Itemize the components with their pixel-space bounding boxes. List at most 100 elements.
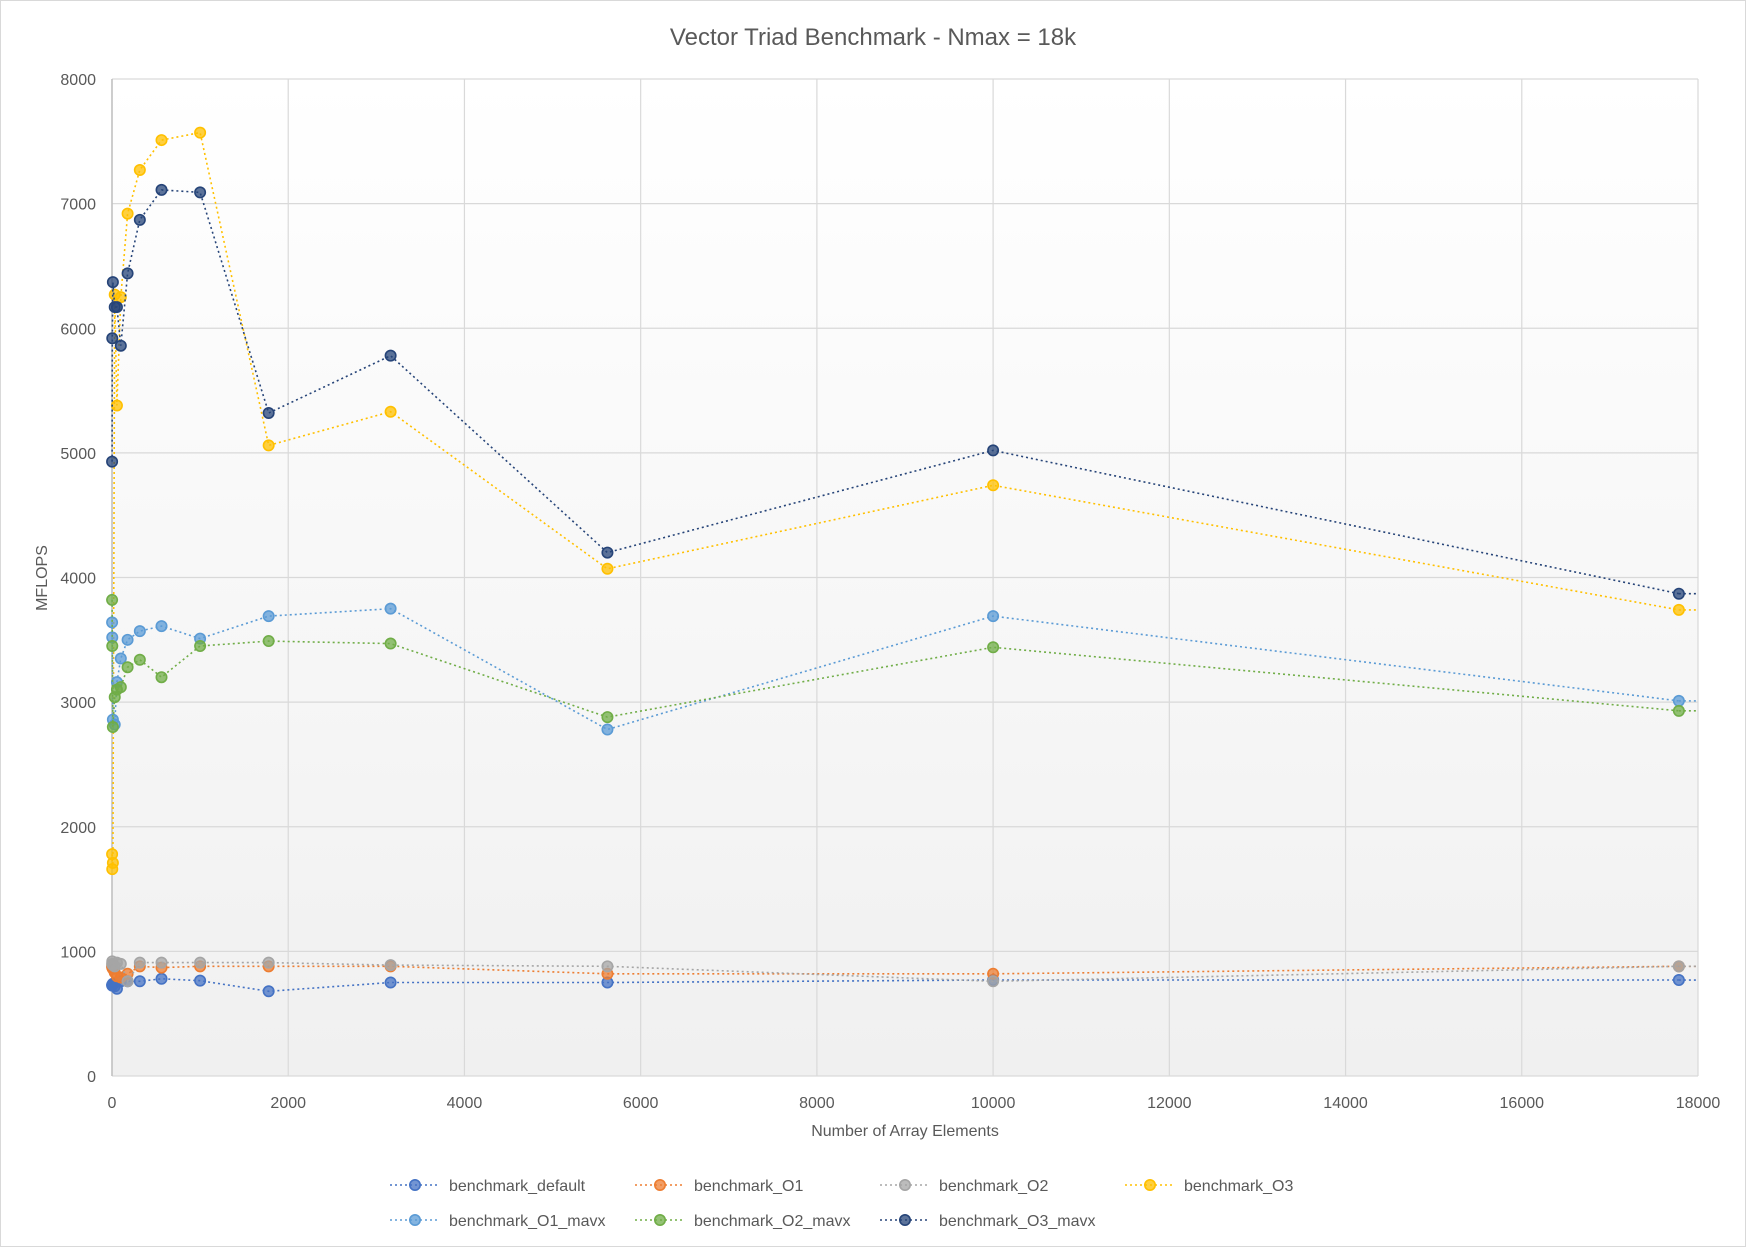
- data-point: [1672, 694, 1685, 707]
- legend-label: benchmark_O3: [1184, 1178, 1293, 1195]
- data-point: [1672, 960, 1685, 973]
- legend-label: benchmark_O1_mavx: [449, 1213, 606, 1230]
- data-point: [106, 856, 119, 869]
- series-benchmark_O3_mavx: [106, 183, 1698, 600]
- data-point: [1672, 974, 1685, 987]
- data-point: [133, 213, 146, 226]
- legend-item: benchmark_O3: [1125, 1178, 1293, 1195]
- data-point: [133, 625, 146, 638]
- series-line: [111, 607, 1679, 731]
- data-point: [114, 652, 127, 665]
- data-point: [384, 976, 397, 989]
- y-tick-label: 5000: [60, 446, 96, 463]
- data-point: [262, 610, 275, 623]
- legend-item: benchmark_O2_mavx: [635, 1213, 851, 1230]
- data-point: [155, 671, 168, 684]
- data-point: [601, 723, 614, 736]
- data-point: [262, 635, 275, 648]
- legend-marker: [653, 1214, 666, 1227]
- data-point: [601, 562, 614, 575]
- data-point: [601, 711, 614, 724]
- series-layer: [106, 126, 1698, 998]
- axes: 0 1000 2000 3000 4000 5000 6000 7000 8000 0 2000 40…: [60, 72, 1720, 1112]
- data-point: [1672, 704, 1685, 717]
- y-tick-label: 3000: [60, 695, 96, 712]
- legend-marker: [408, 1214, 421, 1227]
- y-tick-label: 8000: [60, 72, 96, 89]
- x-tick-label: 4000: [447, 1095, 483, 1112]
- data-point: [110, 399, 123, 412]
- series-benchmark_O2_mavx: [106, 593, 1698, 734]
- legend: benchmark_default benchmark_O1 benchmark_O…: [390, 1178, 1293, 1230]
- legend-label: benchmark_O1: [694, 1178, 803, 1195]
- data-point: [106, 276, 119, 289]
- data-point: [384, 637, 397, 650]
- legend-item: benchmark_O3_mavx: [880, 1213, 1096, 1230]
- legend-label: benchmark_default: [449, 1178, 586, 1195]
- x-tick-label: 14000: [1323, 1095, 1368, 1112]
- data-point: [262, 956, 275, 969]
- data-point: [110, 301, 123, 314]
- data-point: [114, 339, 127, 352]
- x-tick-label: 6000: [623, 1095, 659, 1112]
- data-point: [987, 444, 1000, 457]
- legend-marker: [653, 1179, 666, 1192]
- legend-label: benchmark_O3_mavx: [939, 1213, 1096, 1230]
- data-point: [121, 661, 134, 674]
- x-tick-label: 10000: [971, 1095, 1016, 1112]
- x-tick-label: 16000: [1500, 1095, 1545, 1112]
- data-point: [1672, 587, 1685, 600]
- data-point: [987, 975, 1000, 988]
- data-point: [133, 163, 146, 176]
- data-point: [194, 126, 207, 139]
- data-point: [155, 183, 168, 196]
- data-point: [106, 616, 119, 629]
- series-line: [111, 599, 1679, 728]
- data-point: [262, 985, 275, 998]
- x-tick-label: 8000: [799, 1095, 835, 1112]
- legend-item: benchmark_O2: [880, 1178, 1048, 1195]
- data-point: [601, 960, 614, 973]
- series-line: [111, 189, 1680, 595]
- data-point: [155, 620, 168, 633]
- x-tick-label: 12000: [1147, 1095, 1192, 1112]
- data-point: [384, 405, 397, 418]
- data-point: [106, 332, 119, 345]
- y-tick-label: 2000: [60, 820, 96, 837]
- data-point: [601, 546, 614, 559]
- legend-marker: [898, 1214, 911, 1227]
- data-point: [133, 653, 146, 666]
- data-point: [121, 207, 134, 220]
- data-point: [114, 957, 127, 970]
- data-point: [155, 972, 168, 985]
- x-tick-label: 0: [108, 1095, 117, 1112]
- data-point: [133, 956, 146, 969]
- data-point: [1672, 603, 1685, 616]
- series-line: [111, 131, 1680, 870]
- data-point: [194, 640, 207, 653]
- data-point: [384, 959, 397, 972]
- x-tick-label: 18000: [1676, 1095, 1721, 1112]
- data-point: [106, 593, 119, 606]
- y-tick-label: 4000: [60, 571, 96, 588]
- data-point: [987, 479, 1000, 492]
- data-point: [114, 291, 127, 304]
- x-axis-title: Number of Array Elements: [811, 1123, 999, 1140]
- y-tick-label: 1000: [60, 944, 96, 961]
- data-point: [384, 349, 397, 362]
- data-point: [194, 974, 207, 987]
- legend-item: benchmark_default: [390, 1178, 586, 1195]
- y-axis-title: MFLOPS: [34, 545, 51, 611]
- legend-marker: [898, 1179, 911, 1192]
- legend-label: benchmark_O2_mavx: [694, 1213, 851, 1230]
- data-point: [106, 640, 119, 653]
- y-tick-label: 7000: [60, 197, 96, 214]
- data-point: [194, 956, 207, 969]
- data-point: [106, 455, 119, 468]
- x-tick-label: 2000: [270, 1095, 306, 1112]
- legend-marker: [408, 1179, 421, 1192]
- y-tick-label: 6000: [60, 321, 96, 338]
- data-point: [155, 134, 168, 147]
